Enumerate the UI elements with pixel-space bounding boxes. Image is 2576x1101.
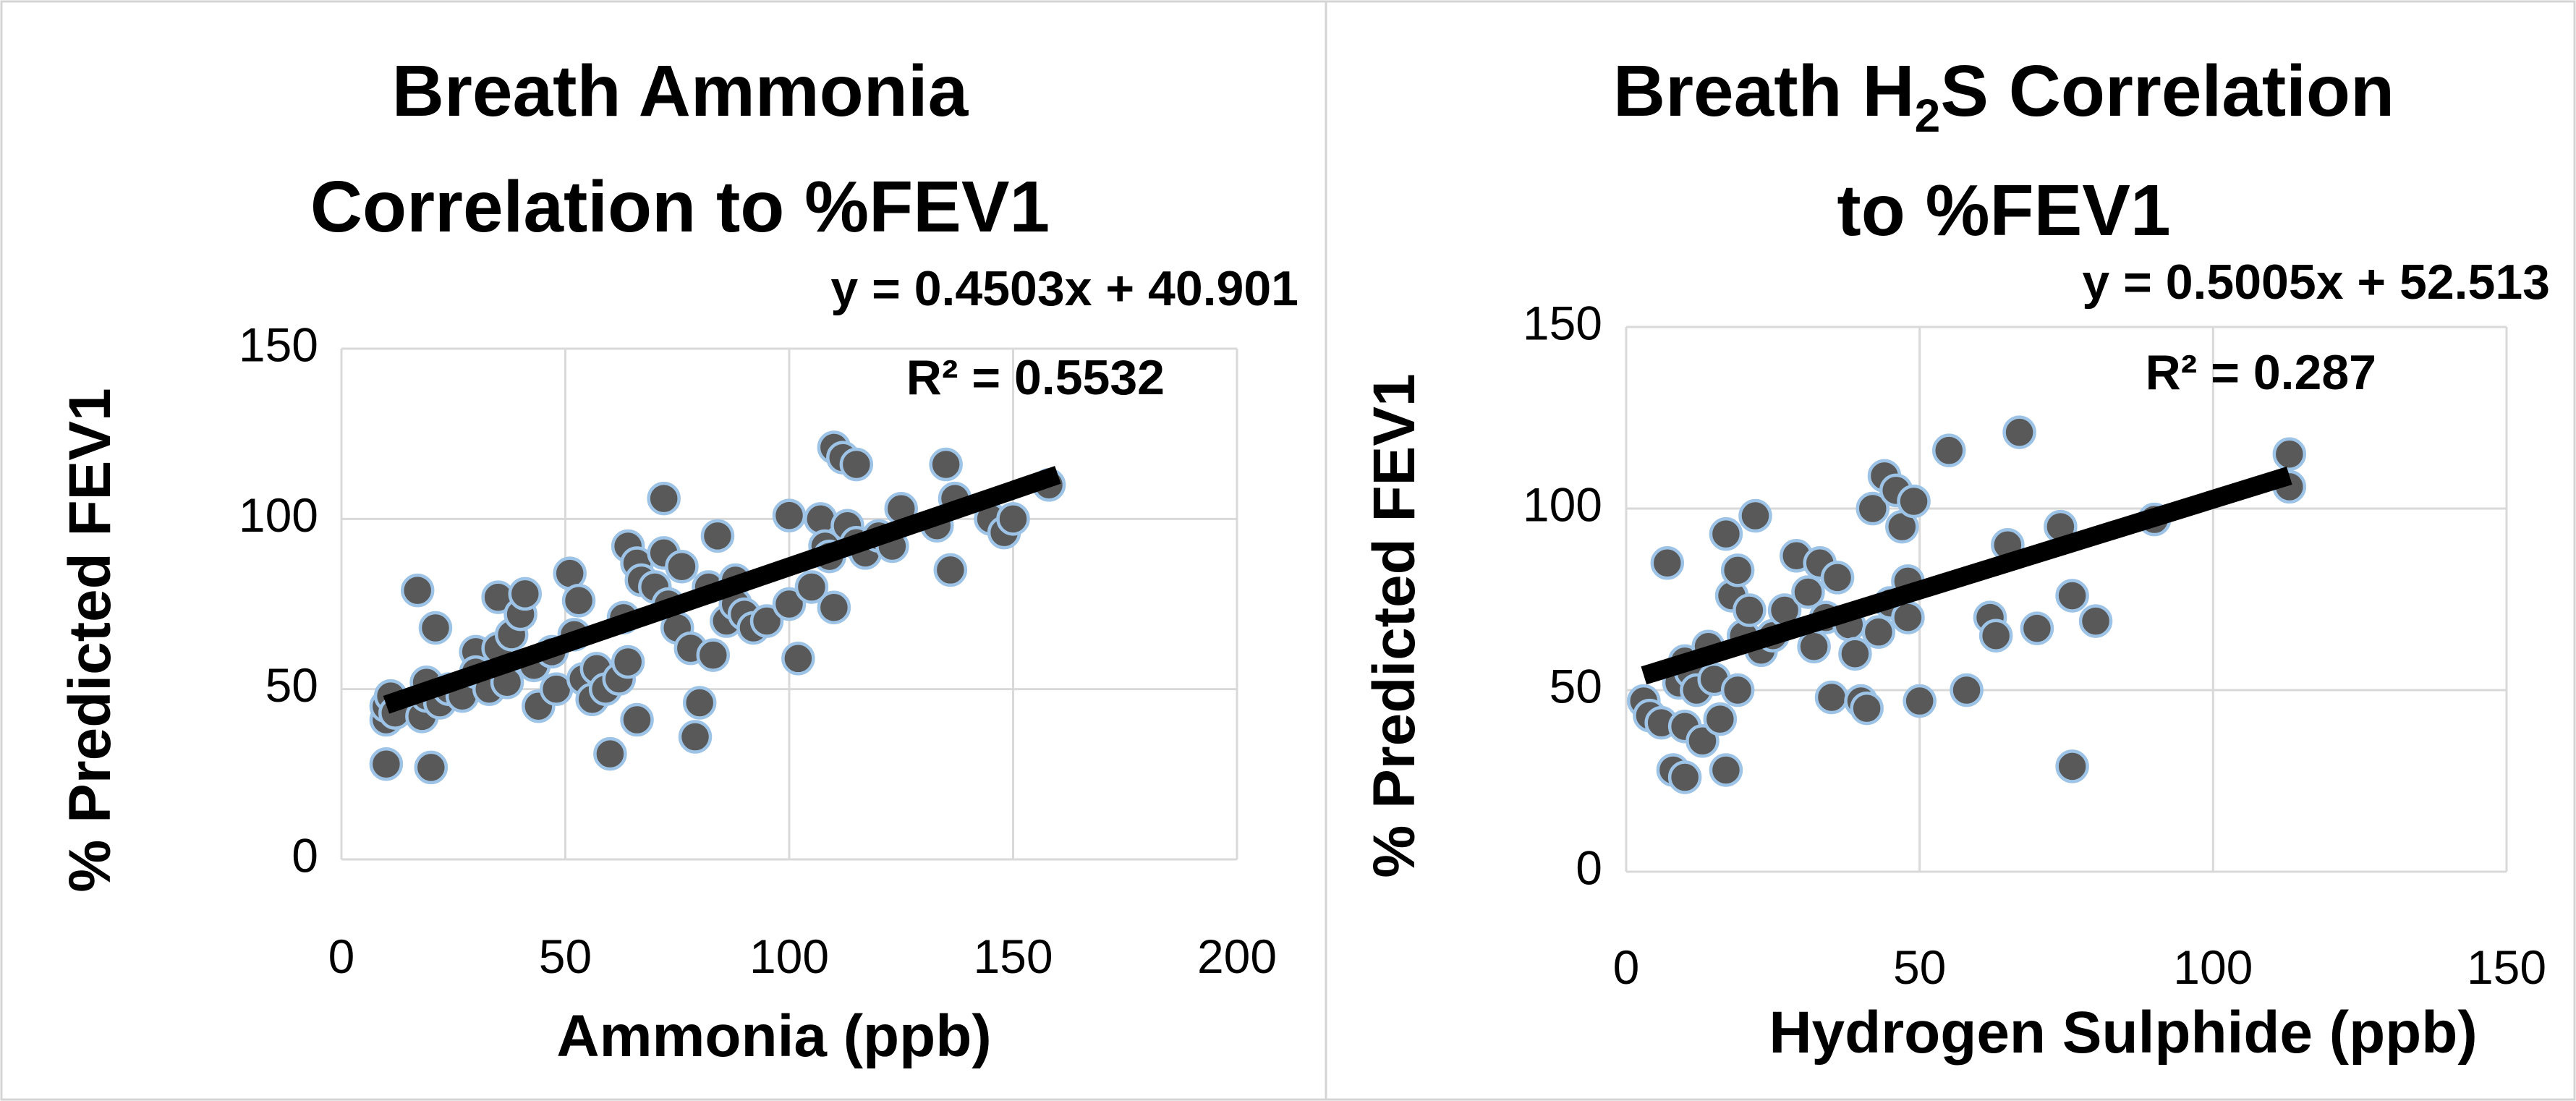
data-point [1861, 615, 1896, 649]
data-point [1897, 484, 1931, 519]
h2s-chart-panel: Breath H2S Correlation to %FEV1 0 50 100… [1361, 51, 2550, 1066]
data-point [682, 686, 717, 720]
y-tick-label: 50 [1550, 659, 1602, 713]
data-point [647, 481, 681, 516]
data-point [1950, 673, 1984, 707]
data-point [2078, 604, 2113, 638]
data-point [418, 611, 453, 645]
data-point [1814, 680, 1849, 715]
data-point [1667, 760, 1702, 794]
data-point [1791, 575, 1825, 609]
data-point [794, 570, 829, 604]
data-point [1720, 553, 1755, 587]
x-tick-label: 150 [973, 930, 1053, 983]
data-point [817, 590, 851, 624]
trendline-r-squared: R² = 0.287 [2146, 345, 2376, 400]
x-tick-label: 50 [539, 930, 592, 983]
data-point [781, 642, 815, 676]
y-tick-label: 100 [239, 488, 318, 542]
y-axis-title: % Predicted FEV1 [1361, 373, 1427, 877]
x-axis-title: Hydrogen Sulphide (ppb) [1769, 1000, 2477, 1066]
data-point [996, 502, 1030, 536]
data-point [369, 747, 404, 781]
data-point [1856, 491, 1890, 526]
data-point [700, 519, 735, 553]
data-point [400, 573, 435, 608]
x-tick-label: 100 [749, 930, 829, 983]
title-text-breath-h: Breath H [1613, 51, 1915, 132]
data-point [1838, 637, 1872, 671]
data-point [678, 720, 713, 754]
data-point [2020, 611, 2054, 645]
data-point [696, 638, 731, 672]
data-point [620, 702, 654, 737]
data-point [839, 447, 874, 482]
data-point [1931, 433, 1966, 467]
data-point [1703, 702, 1738, 736]
x-tick-label: 150 [2467, 940, 2546, 994]
x-tick-label: 200 [1197, 930, 1277, 983]
data-point [749, 604, 784, 638]
x-tick-label: 0 [328, 930, 355, 983]
y-tick-label: 0 [292, 828, 318, 882]
data-point [1709, 517, 1743, 551]
trendline-r-squared: R² = 0.5532 [906, 350, 1165, 405]
chart-title-line-2: to %FEV1 [1837, 170, 2170, 251]
data-point [1686, 724, 1720, 758]
data-point [414, 750, 449, 785]
ammonia-y-tick-labels: 0 50 100 150 [239, 318, 318, 882]
data-point [2055, 579, 2089, 613]
trendline-equation: y = 0.4503x + 40.901 [830, 261, 1298, 316]
data-point [1709, 753, 1743, 787]
data-point [1850, 691, 1884, 726]
chart-title-line-2: Correlation to %FEV1 [310, 166, 1050, 247]
data-point [561, 584, 596, 618]
ammonia-trendline [383, 466, 1061, 714]
data-point [665, 549, 699, 584]
h2s-trendline [1641, 467, 2292, 685]
data-point [1720, 673, 1755, 707]
y-tick-label: 50 [265, 658, 318, 712]
data-point [1650, 546, 1685, 580]
trendline-equation: y = 0.5005x + 52.513 [2082, 255, 2550, 310]
data-point [1903, 684, 1937, 718]
data-point [508, 577, 543, 611]
data-point [1738, 498, 1772, 533]
x-tick-label: 100 [2173, 940, 2253, 994]
x-axis-title: Ammonia (ppb) [556, 1003, 991, 1069]
title-subscript-2: 2 [1915, 90, 1941, 142]
data-point [2272, 437, 2307, 471]
title-text-s-correlation: S Correlation [1940, 51, 2394, 132]
ammonia-data-points [369, 430, 1066, 785]
h2s-y-tick-labels: 0 50 100 150 [1523, 296, 1602, 894]
data-point [929, 447, 963, 482]
data-point [593, 736, 627, 771]
data-point [2055, 749, 2089, 783]
x-tick-label: 0 [1613, 940, 1640, 994]
data-point [1733, 593, 1767, 627]
y-axis-title: % Predicted FEV1 [57, 388, 123, 892]
h2s-gridlines [1625, 326, 2508, 873]
y-tick-label: 0 [1576, 841, 1602, 894]
data-point [611, 645, 645, 679]
x-tick-label: 50 [1893, 940, 1946, 994]
h2s-data-points [1627, 415, 2307, 794]
data-point [933, 553, 968, 587]
y-tick-label: 150 [1523, 296, 1602, 349]
y-tick-label: 150 [239, 318, 318, 371]
ammonia-x-tick-labels: 0 50 100 150 200 [328, 930, 1277, 983]
data-point [1978, 618, 2013, 652]
y-tick-label: 100 [1523, 477, 1602, 531]
chart-title-line-1: Breath Ammonia [392, 51, 969, 132]
chart-title-line-1: Breath H2S Correlation [1613, 51, 2394, 142]
data-point [772, 587, 807, 621]
data-point [1820, 561, 1855, 595]
ammonia-chart-panel: Breath Ammonia Correlation to %FEV1 0 50… [57, 51, 1298, 1069]
h2s-x-tick-labels: 0 50 100 150 [1613, 940, 2546, 994]
data-point [772, 498, 807, 532]
data-point [2002, 415, 2036, 449]
